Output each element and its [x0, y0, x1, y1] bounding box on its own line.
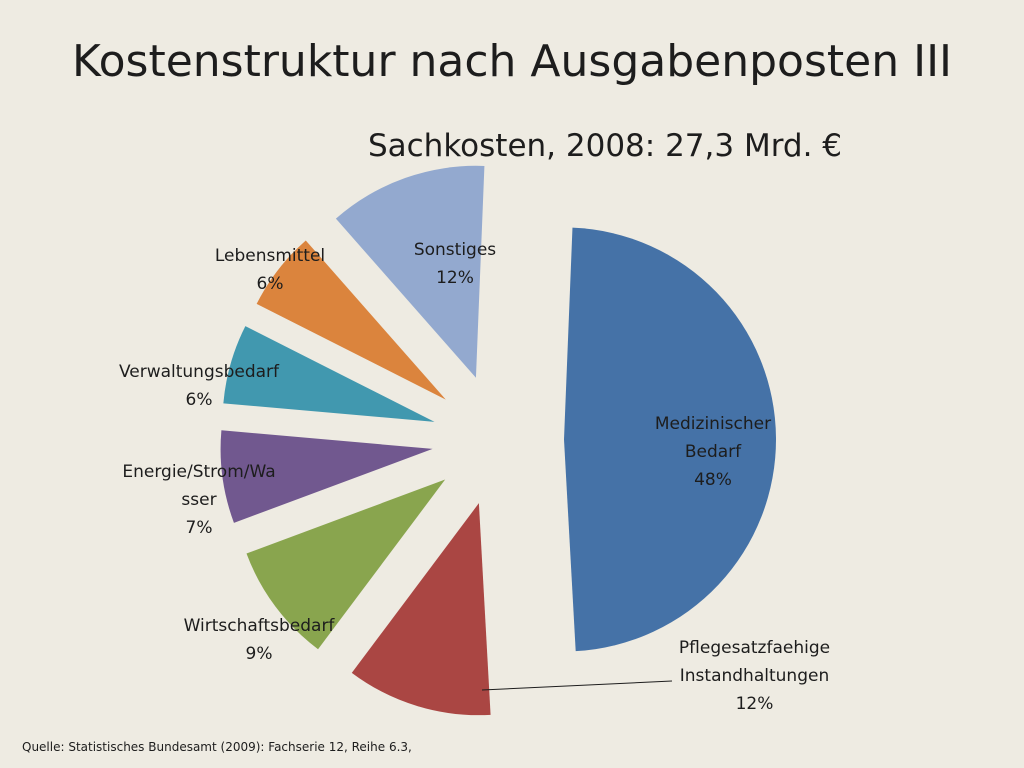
pie-slice-verwaltungsbedarf	[223, 326, 435, 422]
pie-slice-energie	[220, 430, 433, 523]
slice-label-energie: Energie/Strom/Wa sser 7%	[122, 462, 276, 538]
chart-title: Sachkosten, 2008: 27,3 Mrd. €	[367, 128, 843, 164]
slice-label-medizinischer-bedarf: Medizinischer Bedarf 48%	[654, 414, 772, 490]
slice-label-verwaltungsbedarf: Verwaltungsbedarf 6%	[118, 362, 280, 410]
slice-label-sonstiges: Sonstiges 12%	[413, 240, 497, 288]
leader-line	[481, 680, 673, 691]
source-note: Quelle: Statistisches Bundesamt (2009): …	[22, 740, 412, 754]
pie-slice-wirtschaftsbedarf	[246, 479, 446, 650]
slice-label-instandhaltungen: Pflegesatzfaehige Instandhaltungen 12%	[678, 638, 831, 714]
slide-title: Kostenstruktur nach Ausgabenposten III	[71, 36, 953, 87]
slice-label-lebensmittel: Lebensmittel 6%	[214, 246, 326, 294]
pie-slice-sonstiges	[335, 165, 485, 378]
slice-label-wirtschaftsbedarf: Wirtschaftsbedarf 9%	[183, 616, 335, 664]
pie-slice-lebensmittel	[256, 240, 446, 400]
pie-slice-medizinischer-bedarf	[563, 227, 776, 652]
pie-slice-instandhaltungen	[351, 503, 491, 716]
